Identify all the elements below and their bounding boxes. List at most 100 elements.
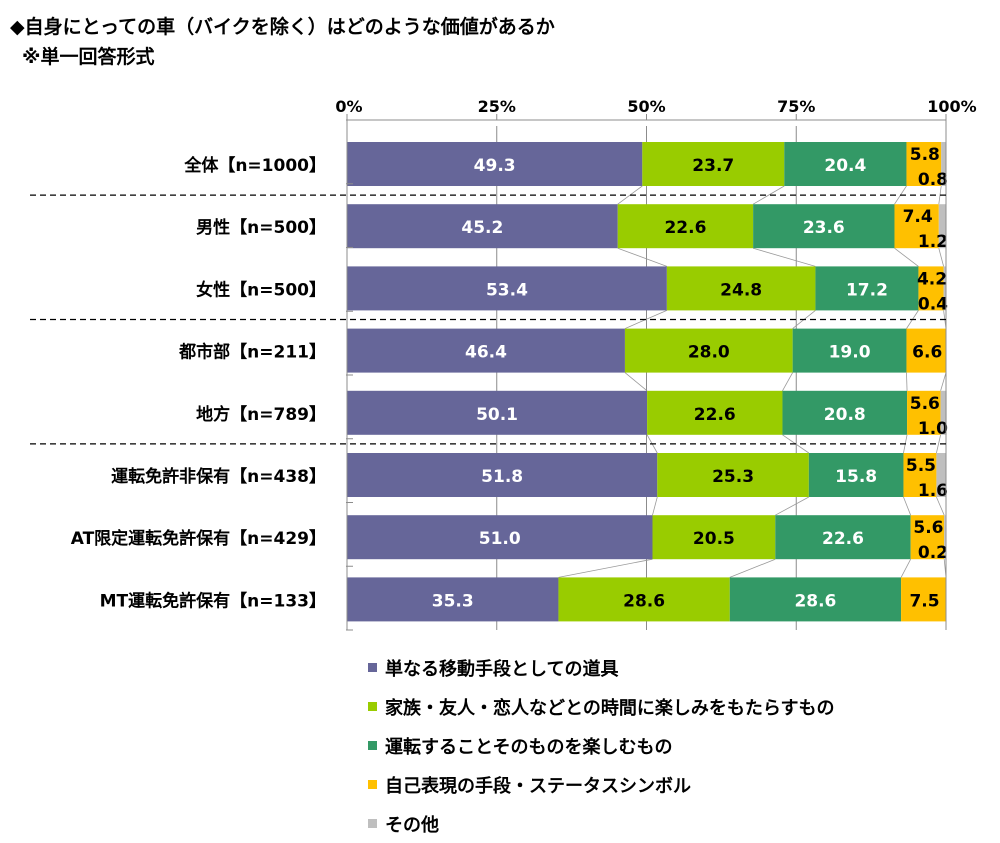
category-label: 運転免許非保有【n=438】: [111, 466, 326, 487]
legend-swatch: [368, 702, 377, 711]
data-label: 5.6: [913, 518, 943, 538]
category-label: MT運転免許保有【n=133】: [100, 590, 326, 611]
bar-segment: [815, 266, 919, 311]
data-label: 0.4: [918, 294, 948, 314]
legend-label: 運転することそのものを楽しむもの: [385, 736, 673, 758]
bar-segment: [941, 142, 946, 186]
data-label: 25.3: [712, 467, 754, 487]
data-label: 46.4: [465, 343, 507, 363]
legend-label: その他: [385, 814, 439, 836]
data-label: 23.7: [692, 156, 734, 176]
data-label: 1.2: [918, 232, 948, 252]
data-label: 22.6: [664, 218, 706, 238]
bar-segment: [906, 142, 942, 186]
data-label: 23.6: [803, 218, 845, 238]
series-connector-line: [652, 496, 658, 516]
bar-segment: [901, 577, 946, 622]
bar-segment: [666, 266, 816, 311]
data-label: 15.8: [835, 467, 877, 487]
data-label: 20.4: [824, 156, 866, 176]
bar-segment: [729, 577, 902, 622]
series-connector-line: [617, 247, 668, 267]
data-label: 20.5: [693, 529, 735, 549]
series-connector-line: [940, 372, 947, 391]
bar-segment: [940, 390, 947, 435]
category-label: 女性【n=500】: [196, 279, 326, 300]
legend: 単なる移動手段としての道具家族・友人・恋人などとの時間に楽しみをもたらすもの 運転…: [368, 648, 834, 843]
data-label: 45.2: [461, 218, 503, 238]
series-connector-line: [558, 558, 653, 578]
data-label: 22.6: [822, 529, 864, 549]
category-label: AT限定運転免許保有【n=429】: [71, 528, 326, 549]
series-connector-line: [894, 247, 919, 267]
category-label: 全体【n=1000】: [183, 155, 326, 176]
data-label: 19.0: [829, 343, 871, 363]
legend-label: 家族・友人・恋人などとの時間に楽しみをもたらすもの: [385, 697, 835, 719]
category-label: 都市部【n=211】: [178, 342, 326, 363]
chart-title: ◆自身にとっての車（バイクを除く）はどのような価値があるか: [10, 16, 555, 38]
bar-segment: [936, 453, 946, 497]
x-tick-label: 50%: [627, 97, 665, 116]
bar-segment: [624, 328, 793, 373]
data-label: 28.0: [688, 343, 730, 363]
data-label: 49.3: [474, 156, 516, 176]
bar-segment: [910, 515, 945, 560]
bar-segment: [775, 515, 911, 560]
bar-segment: [784, 142, 907, 186]
legend-swatch: [368, 741, 377, 750]
bar-segment: [558, 577, 730, 622]
series-connector-line: [624, 372, 648, 392]
bar-segment: [347, 577, 559, 622]
x-tick-label: 100%: [927, 97, 976, 116]
bar-segment: [617, 204, 754, 249]
legend-item: 運転することそのものを楽しむもの: [368, 726, 834, 765]
series-connector-line: [938, 248, 944, 267]
data-label: 35.3: [432, 591, 474, 611]
series-connector-line: [752, 185, 785, 205]
data-label: 1.0: [918, 419, 948, 439]
bar-segment: [347, 390, 648, 435]
series-connector-line: [782, 372, 794, 391]
series-connector-line: [936, 434, 941, 454]
bar-segment: [652, 515, 776, 560]
bar-segment: [782, 390, 908, 435]
data-label: 53.4: [486, 280, 528, 300]
bar-segment: [347, 328, 625, 373]
legend-item: 単なる移動手段としての道具: [368, 648, 834, 687]
series-connector-line: [903, 496, 912, 516]
data-label: 5.5: [906, 456, 936, 476]
category-label: 地方【n=789】: [196, 404, 326, 425]
data-label: 0.2: [918, 543, 948, 563]
data-label: 7.5: [909, 591, 939, 611]
bar-segment: [657, 453, 809, 497]
bar-segment: [944, 515, 946, 560]
bar-segment: [647, 390, 783, 435]
data-label: 5.8: [910, 145, 940, 165]
series-connector-line: [775, 496, 810, 516]
data-label: 4.2: [917, 269, 947, 289]
data-label: 51.8: [481, 467, 523, 487]
bar-segment: [907, 390, 941, 435]
data-label: 28.6: [623, 591, 665, 611]
series-connector-line: [753, 247, 816, 267]
data-label: 7.4: [903, 207, 933, 227]
bar-segment: [753, 204, 895, 249]
data-label: 22.6: [694, 405, 736, 425]
data-label: 20.8: [824, 405, 866, 425]
series-connector-line: [906, 372, 908, 391]
bar-segment: [347, 266, 667, 311]
x-tick-label: 75%: [777, 97, 815, 116]
bar-segment: [906, 328, 946, 373]
bar-segment: [642, 142, 785, 186]
legend-label: 自己表現の手段・ステータスシンボル: [385, 775, 691, 797]
series-connector-line: [936, 496, 945, 516]
bar-segment: [347, 515, 653, 560]
bar-segment: [938, 204, 946, 249]
legend-swatch: [368, 780, 377, 789]
data-label: 0.8: [918, 170, 948, 190]
series-connector-line: [729, 558, 776, 578]
legend-swatch: [368, 663, 377, 672]
bar-segment: [894, 204, 939, 249]
bar-segment: [347, 204, 618, 249]
